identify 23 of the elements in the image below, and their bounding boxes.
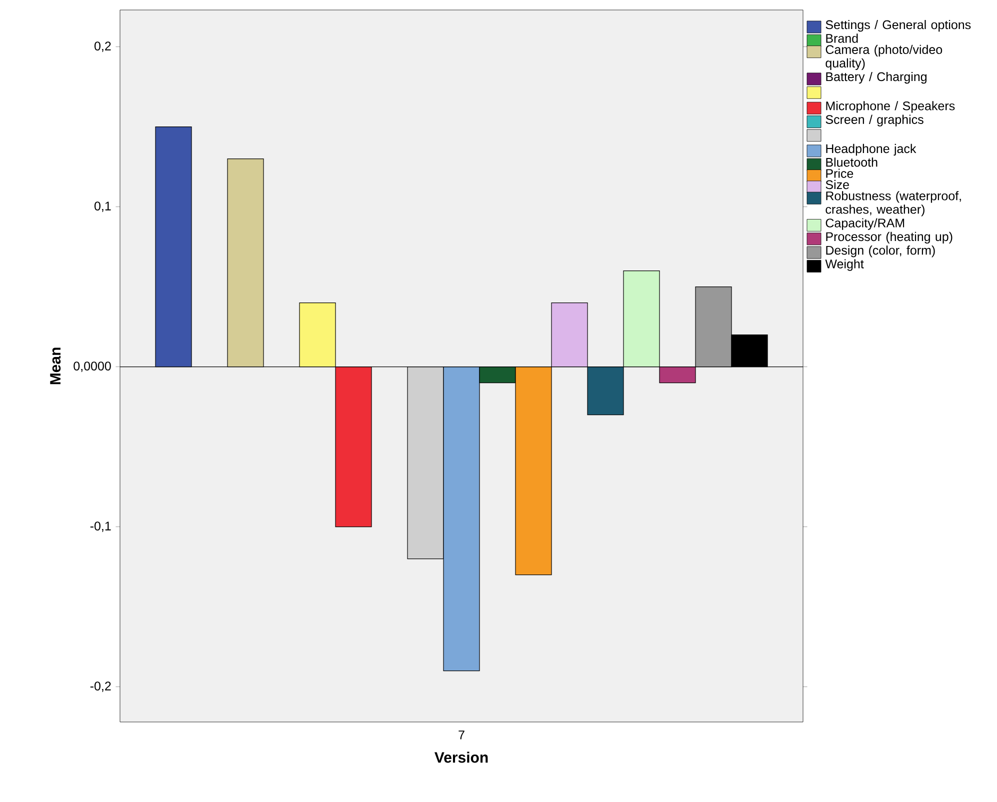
legend-label: Microphone / Speakers	[826, 101, 955, 113]
y-tick-label: -0,2	[90, 682, 111, 692]
legend-label: Robustness (waterproof, crashes, weather)	[826, 191, 961, 216]
y-axis-title: Mean	[50, 348, 61, 384]
legend-label: Camera (photo/video quality)	[826, 44, 942, 70]
legend-label: Capacity/RAM	[826, 218, 904, 230]
legend-label: Battery / Charging	[826, 72, 927, 84]
y-tick-label: -0,1	[90, 522, 111, 532]
x-tick-label: 7	[458, 730, 464, 740]
y-tick-label: 0,1	[94, 202, 111, 212]
legend-label: Headphone jack	[826, 144, 916, 156]
legend-label: Brand	[826, 34, 858, 43]
legend-label: Bluetooth	[826, 158, 878, 167]
legend-label: Settings / General options	[826, 20, 971, 32]
y-tick-label: 0,0000	[74, 362, 111, 372]
legend-label: Design (color, form)	[826, 246, 935, 258]
legend-label: Processor (heating up)	[826, 232, 952, 244]
x-axis-title: Version	[434, 752, 488, 763]
legend-label: Weight	[825, 259, 864, 271]
legend-label: Screen / graphics	[826, 114, 924, 126]
legend-label: Size	[826, 180, 849, 190]
legend-label: Price	[826, 168, 854, 178]
y-tick-label: 0,2	[94, 42, 111, 52]
